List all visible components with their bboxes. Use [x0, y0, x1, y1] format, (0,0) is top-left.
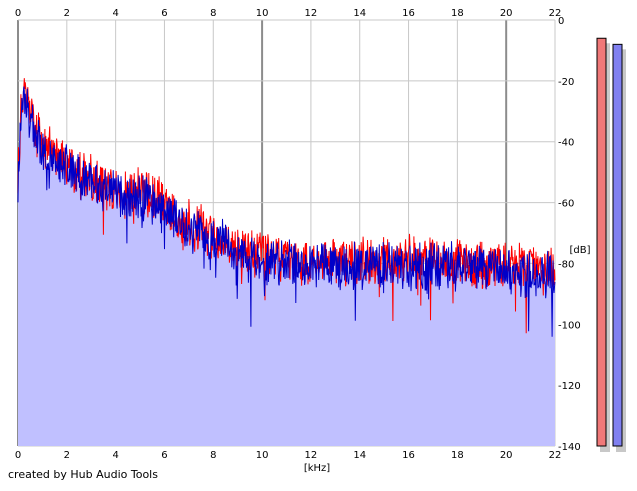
spectrum-fill: [18, 84, 555, 446]
x-tick-labels-bottom: 0 2 4 6 8 10 12 14 16 18 20 22: [15, 450, 562, 461]
x-tick-top-9: 18: [451, 8, 464, 19]
x-tick-bottom-4: 8: [210, 450, 216, 461]
x-tick-labels-top: 0 2 4 6 8 10 12 14 16 18 20 22: [15, 8, 562, 19]
y-tick-3: -60: [558, 199, 574, 210]
level-meter-right: [612, 43, 623, 447]
right-channel-line: [17, 86, 556, 337]
level-meters: [596, 37, 626, 452]
x-tick-bottom-0: 0: [15, 450, 21, 461]
x-tick-top-1: 2: [64, 8, 70, 19]
x-axis-label: [kHz]: [304, 463, 330, 474]
y-tick-6: -120: [558, 381, 581, 392]
y-tick-1: -20: [558, 77, 574, 88]
x-tick-top-11: 22: [549, 8, 562, 19]
x-tick-top-10: 20: [500, 8, 513, 19]
x-tick-top-8: 16: [402, 8, 415, 19]
x-tick-top-7: 14: [353, 8, 366, 19]
x-tick-top-0: 0: [15, 8, 21, 19]
x-tick-bottom-11: 22: [549, 450, 562, 461]
y-tick-4: -80: [558, 259, 574, 270]
left-channel-line: [17, 78, 556, 334]
x-tick-top-2: 4: [112, 8, 118, 19]
y-tick-7: -140: [558, 442, 581, 453]
x-tick-bottom-7: 14: [353, 450, 366, 461]
x-tick-top-5: 10: [256, 8, 269, 19]
x-tick-bottom-6: 12: [305, 450, 318, 461]
x-tick-top-6: 12: [305, 8, 318, 19]
x-tick-bottom-3: 6: [161, 450, 167, 461]
credit-text: created by Hub Audio Tools: [8, 468, 158, 481]
x-tick-bottom-5: 10: [256, 450, 269, 461]
x-tick-top-4: 8: [210, 8, 216, 19]
y-tick-5: -100: [558, 320, 581, 331]
x-tick-bottom-9: 18: [451, 450, 464, 461]
x-tick-bottom-1: 2: [64, 450, 70, 461]
x-tick-top-3: 6: [161, 8, 167, 19]
y-tick-0: 0: [558, 16, 564, 27]
x-tick-bottom-8: 16: [402, 450, 415, 461]
level-meter-left: [596, 37, 607, 447]
x-tick-bottom-10: 20: [500, 450, 513, 461]
y-tick-2: -40: [558, 138, 574, 149]
x-tick-bottom-2: 4: [112, 450, 118, 461]
y-tick-labels: 0 -20 -40 -60 -80 -100 -120 -140: [558, 16, 581, 453]
y-axis-label: [dB]: [569, 245, 590, 256]
